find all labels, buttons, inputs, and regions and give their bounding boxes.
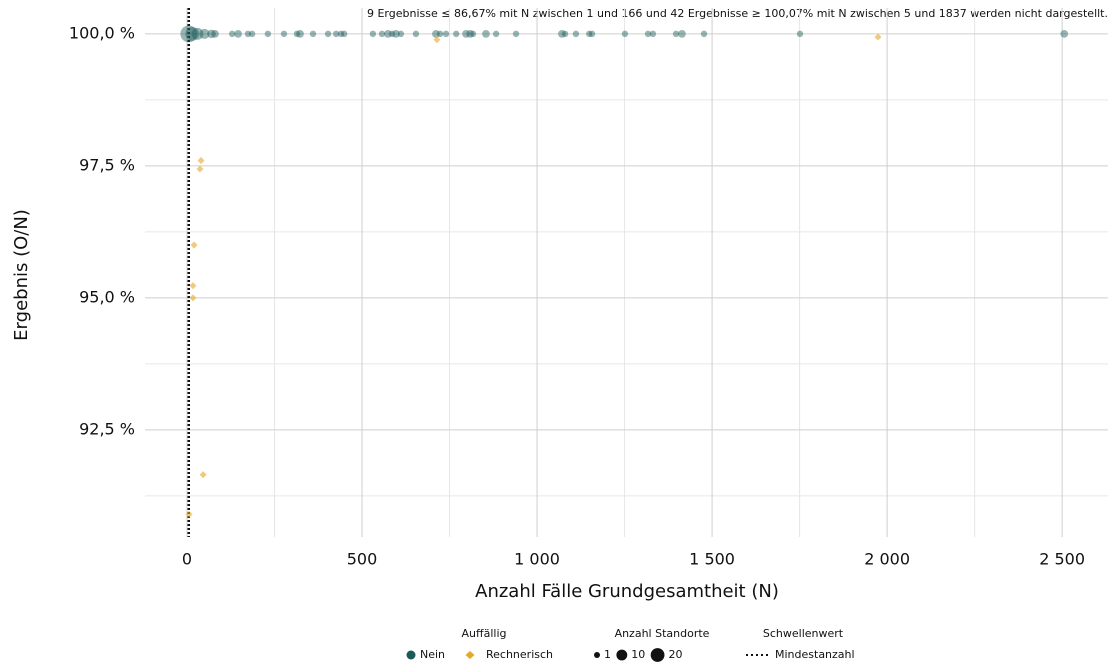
- point: [700, 30, 708, 38]
- point: [672, 30, 680, 38]
- point: [369, 30, 377, 38]
- point: [264, 30, 272, 38]
- point: [442, 30, 450, 38]
- point: [337, 30, 345, 38]
- point: [180, 25, 198, 43]
- x-axis-title: Anzahl Fälle Grundgesamtheit (N): [475, 581, 779, 602]
- point: [384, 30, 392, 38]
- point: [332, 30, 340, 38]
- point: [482, 30, 490, 38]
- point: [649, 30, 657, 38]
- point: [207, 29, 216, 39]
- point: [191, 27, 204, 40]
- point: [378, 30, 386, 38]
- point: [190, 241, 198, 249]
- x-tick-label: 2 000: [864, 550, 910, 569]
- point: [492, 30, 500, 38]
- y-tick-label: 97,5 %: [79, 155, 135, 174]
- y-axis-title: Ergebnis (O/N): [11, 209, 32, 341]
- point: [228, 30, 236, 38]
- point: [1060, 30, 1069, 38]
- point: [466, 30, 475, 38]
- point: [340, 30, 348, 38]
- annotation: 9 Ergebnisse ≤ 86,67% mit N zwischen 1 u…: [367, 7, 1108, 20]
- point: [197, 157, 205, 165]
- legend-size: [616, 649, 628, 661]
- legend-title: Auffällig: [462, 627, 507, 640]
- y-tick-label: 95,0 %: [79, 287, 135, 306]
- y-tick-label: 100,0 %: [69, 23, 135, 42]
- x-tick-label: 1 000: [514, 550, 560, 569]
- point: [397, 30, 405, 38]
- point: [248, 30, 256, 38]
- point: [644, 30, 652, 38]
- point: [588, 30, 596, 38]
- x-tick-label: 0: [182, 550, 192, 569]
- legend-title: Anzahl Standorte: [615, 627, 710, 640]
- legend-size: [594, 652, 600, 658]
- point: [462, 30, 470, 38]
- legend-swatch: [406, 650, 416, 660]
- point: [211, 30, 219, 38]
- legend-label: Rechnerisch: [486, 648, 553, 661]
- point: [469, 30, 477, 38]
- point: [309, 30, 317, 38]
- point: [280, 30, 288, 38]
- legend-label: Nein: [420, 648, 445, 661]
- point: [293, 30, 301, 38]
- point: [561, 30, 569, 38]
- point: [185, 26, 200, 41]
- legend-title: Schwellenwert: [763, 627, 844, 640]
- point: [189, 282, 197, 290]
- point: [296, 30, 304, 38]
- x-tick-label: 500: [347, 550, 378, 569]
- legend-label: 20: [668, 648, 682, 661]
- point: [586, 30, 593, 38]
- point: [234, 30, 242, 38]
- legend-size: [650, 648, 665, 662]
- point: [433, 36, 441, 44]
- point: [558, 30, 566, 38]
- x-tick-label: 1 500: [689, 550, 735, 569]
- point: [432, 30, 440, 38]
- point: [189, 294, 197, 302]
- point: [199, 471, 207, 479]
- point: [412, 30, 420, 38]
- point: [196, 165, 204, 173]
- point: [185, 510, 193, 518]
- point: [436, 30, 444, 38]
- point: [244, 30, 252, 38]
- point: [874, 33, 882, 41]
- point: [572, 30, 580, 38]
- point: [796, 30, 804, 38]
- legend-label: 10: [631, 648, 645, 661]
- legend-label: 1: [604, 648, 611, 661]
- legend-label: Mindestanzahl: [775, 648, 855, 661]
- legend-swatch: [465, 651, 475, 659]
- point: [392, 30, 400, 38]
- point: [512, 30, 520, 38]
- point: [678, 30, 686, 38]
- point: [199, 28, 210, 39]
- point: [452, 30, 460, 38]
- point: [388, 30, 396, 38]
- point: [324, 30, 332, 38]
- point: [621, 30, 629, 38]
- x-tick-label: 2 500: [1039, 550, 1085, 569]
- y-tick-label: 92,5 %: [79, 419, 135, 438]
